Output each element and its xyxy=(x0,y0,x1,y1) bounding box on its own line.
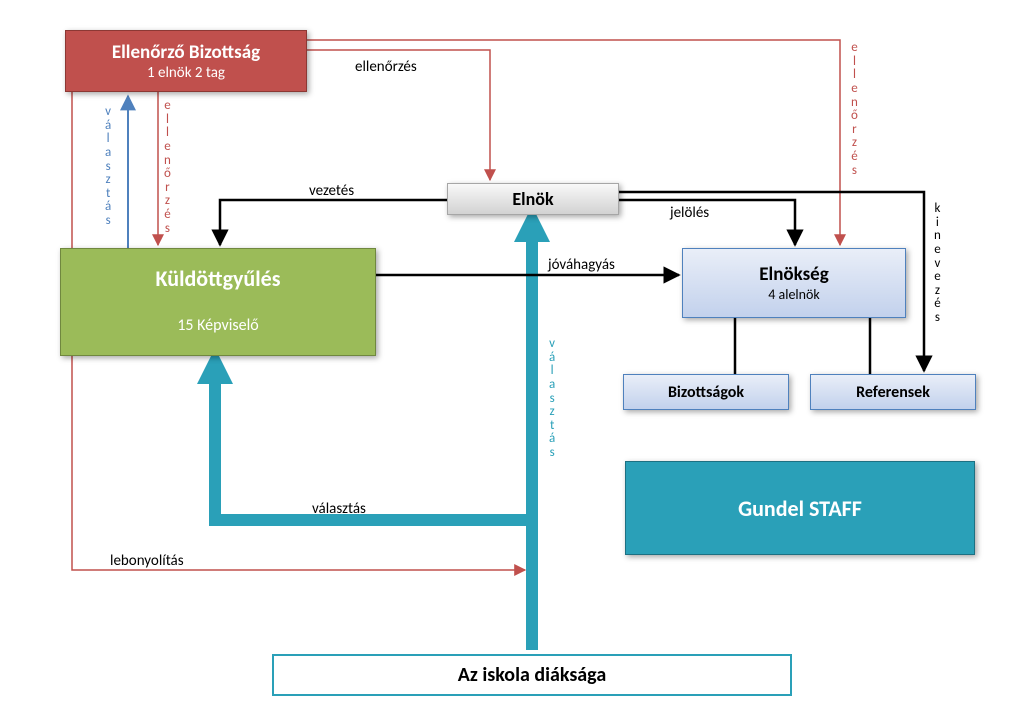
node-referensek: Referensek xyxy=(810,374,976,410)
node-subtitle: 4 alelnök xyxy=(768,286,819,303)
vlabel-valasztas-blue: választás xyxy=(105,105,111,228)
vlabel-valasztas-teal: választás xyxy=(549,337,555,460)
node-subtitle: 1 elnök 2 tag xyxy=(147,64,225,82)
label-lebonyolitas: lebonyolítás xyxy=(110,552,184,570)
node-gundel-staff: Gundel STAFF xyxy=(625,461,975,555)
node-ellenorzo-bizottsag: Ellenőrző Bizottság 1 elnök 2 tag xyxy=(65,30,307,92)
node-subtitle: 15 Képviselő xyxy=(177,316,258,335)
node-title: Referensek xyxy=(856,383,930,402)
node-title: Bizottságok xyxy=(668,383,744,402)
label-jeloles: jelölés xyxy=(670,204,709,222)
node-title: Az iskola diáksága xyxy=(458,663,606,687)
label-vezetes: vezetés xyxy=(309,182,354,200)
label-jovahagyas: jóváhagyás xyxy=(548,256,615,274)
vlabel-kinevezes: kinevezés xyxy=(934,202,941,325)
node-kuldottgyules: Küldöttgyűlés 15 Képviselő xyxy=(60,248,376,356)
vlabel-ellenorzes-right: ellenőrzés xyxy=(851,41,858,177)
vlabel-ellenorzes-left: ellenőrzés xyxy=(164,99,171,235)
node-title: Elnök xyxy=(512,188,553,210)
node-bizottsagok: Bizottságok xyxy=(623,374,789,410)
node-title: Gundel STAFF xyxy=(738,495,862,522)
label-valasztas-h: választás xyxy=(312,500,366,518)
node-elnokseg: Elnökség 4 alelnök xyxy=(682,248,906,318)
node-elnok: Elnök xyxy=(447,183,619,215)
node-title: Elnökség xyxy=(759,263,828,286)
node-title: Ellenőrző Bizottság xyxy=(112,41,260,64)
label-ellenorzes: ellenőrzés xyxy=(355,58,417,76)
node-iskola-diaksaga: Az iskola diáksága xyxy=(272,654,792,696)
node-title: Küldöttgyűlés xyxy=(156,265,281,292)
